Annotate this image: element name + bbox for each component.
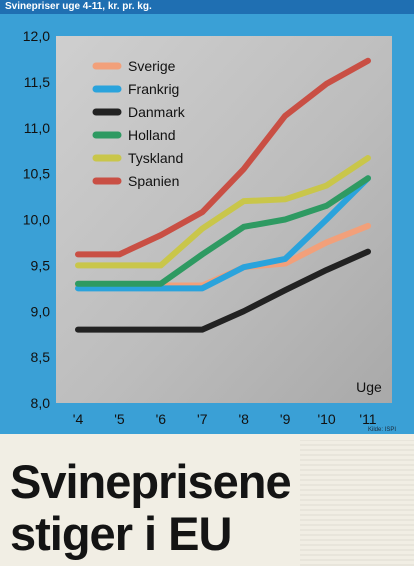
chart-title: Svinepriser uge 4-11, kr. pr. kg.: [5, 1, 152, 12]
y-tick-label: 11,0: [24, 120, 50, 136]
headline: Svineprisene stiger i EU: [10, 455, 292, 560]
legend-label: Holland: [128, 127, 175, 143]
source-note: Kilde: ISPI: [367, 427, 396, 433]
newsprint-texture: [300, 440, 414, 566]
series-line-tyskland: [75, 155, 371, 269]
x-tick-label: '6: [156, 411, 167, 427]
legend-label: Danmark: [128, 104, 186, 120]
y-tick-label: 9,5: [31, 257, 51, 273]
series-line-spanien: [75, 57, 371, 258]
plot-area: [56, 36, 392, 403]
x-axis-label: Uge: [356, 379, 382, 395]
legend-label: Spanien: [128, 173, 179, 189]
y-tick-label: 10,5: [23, 166, 50, 182]
x-tick-label: '10: [317, 411, 335, 427]
y-tick-label: 12,0: [23, 28, 50, 44]
headline-line-2: stiger i EU: [10, 507, 232, 560]
x-tick-label: '11: [359, 411, 376, 427]
legend-label: Frankrig: [128, 81, 179, 97]
legend-label: Sverige: [128, 58, 176, 74]
series-line-holland: [75, 175, 371, 287]
x-tick-label: '8: [238, 411, 249, 427]
legend-label: Tyskland: [128, 150, 183, 166]
headline-line-1: Svineprisene: [10, 455, 292, 508]
x-tick-label: '9: [280, 411, 291, 427]
y-tick-label: 8,5: [31, 349, 51, 365]
y-tick-label: 11,5: [24, 74, 50, 90]
x-tick-label: '4: [73, 411, 84, 427]
series-line-frankrig: [75, 175, 371, 292]
header-bar: Svinepriser uge 4-11, kr. pr. kg.: [0, 0, 414, 14]
x-tick-label: '5: [114, 411, 125, 427]
series-line-danmark: [75, 248, 371, 333]
x-tick-label: '7: [197, 411, 208, 427]
price-line-chart: 8,0 8,5 9,0 9,5 10,0 10,5 11,0 11,5 12,0 '4 '5 '6 '7…: [23, 28, 392, 427]
y-tick-label: 8,0: [31, 395, 51, 411]
y-tick-label: 9,0: [31, 303, 51, 319]
y-tick-label: 10,0: [23, 212, 50, 228]
